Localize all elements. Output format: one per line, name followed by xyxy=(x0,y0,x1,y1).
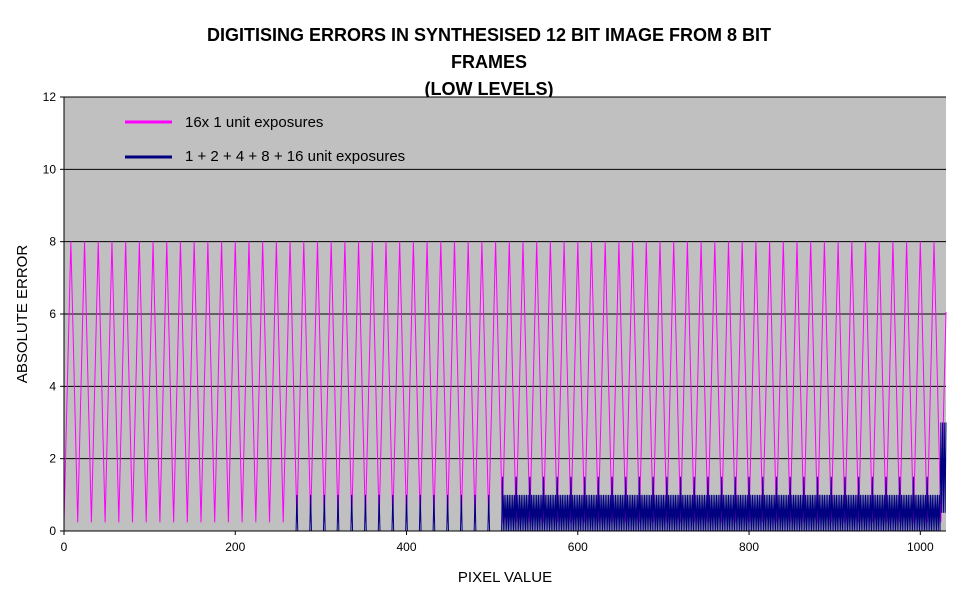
x-tick-label-600: 600 xyxy=(568,540,588,554)
chart-title: DIGITISING ERRORS IN SYNTHESISED 12 BIT … xyxy=(207,25,771,99)
y-tick-labels: 0 2 4 6 8 10 12 xyxy=(43,90,64,538)
x-tick-label-1000: 1000 xyxy=(907,540,934,554)
x-axis-label: PIXEL VALUE xyxy=(458,569,552,586)
legend-label-magenta: 16x 1 unit exposures xyxy=(185,114,323,131)
legend: 16x 1 unit exposures 1 + 2 + 4 + 8 + 16 … xyxy=(125,114,405,165)
x-tick-label-800: 800 xyxy=(739,540,759,554)
y-tick-label-8: 8 xyxy=(49,235,56,249)
x-tick-label-0: 0 xyxy=(61,540,68,554)
y-tick-label-0: 0 xyxy=(49,524,56,538)
chart-title-line-1: DIGITISING ERRORS IN SYNTHESISED 12 BIT … xyxy=(207,25,771,45)
y-tick-label-12: 12 xyxy=(43,90,57,104)
y-tick-label-2: 2 xyxy=(49,452,56,466)
x-tick-label-400: 400 xyxy=(397,540,417,554)
series-16x-1-unit-line xyxy=(63,241,947,523)
y-tick-label-4: 4 xyxy=(49,379,56,393)
y-axis-label: ABSOLUTE ERROR xyxy=(14,245,31,384)
chart-title-line-2: FRAMES xyxy=(451,52,527,72)
y-tick-label-10: 10 xyxy=(43,162,57,176)
chart-title-line-3: (LOW LEVELS) xyxy=(425,79,554,99)
x-tick-label-200: 200 xyxy=(225,540,245,554)
y-tick-label-6: 6 xyxy=(49,307,56,321)
x-tick-labels: 0 200 400 600 800 1000 xyxy=(61,531,934,554)
series-16x-1-unit xyxy=(63,241,947,523)
legend-label-navy: 1 + 2 + 4 + 8 + 16 unit exposures xyxy=(185,148,405,165)
